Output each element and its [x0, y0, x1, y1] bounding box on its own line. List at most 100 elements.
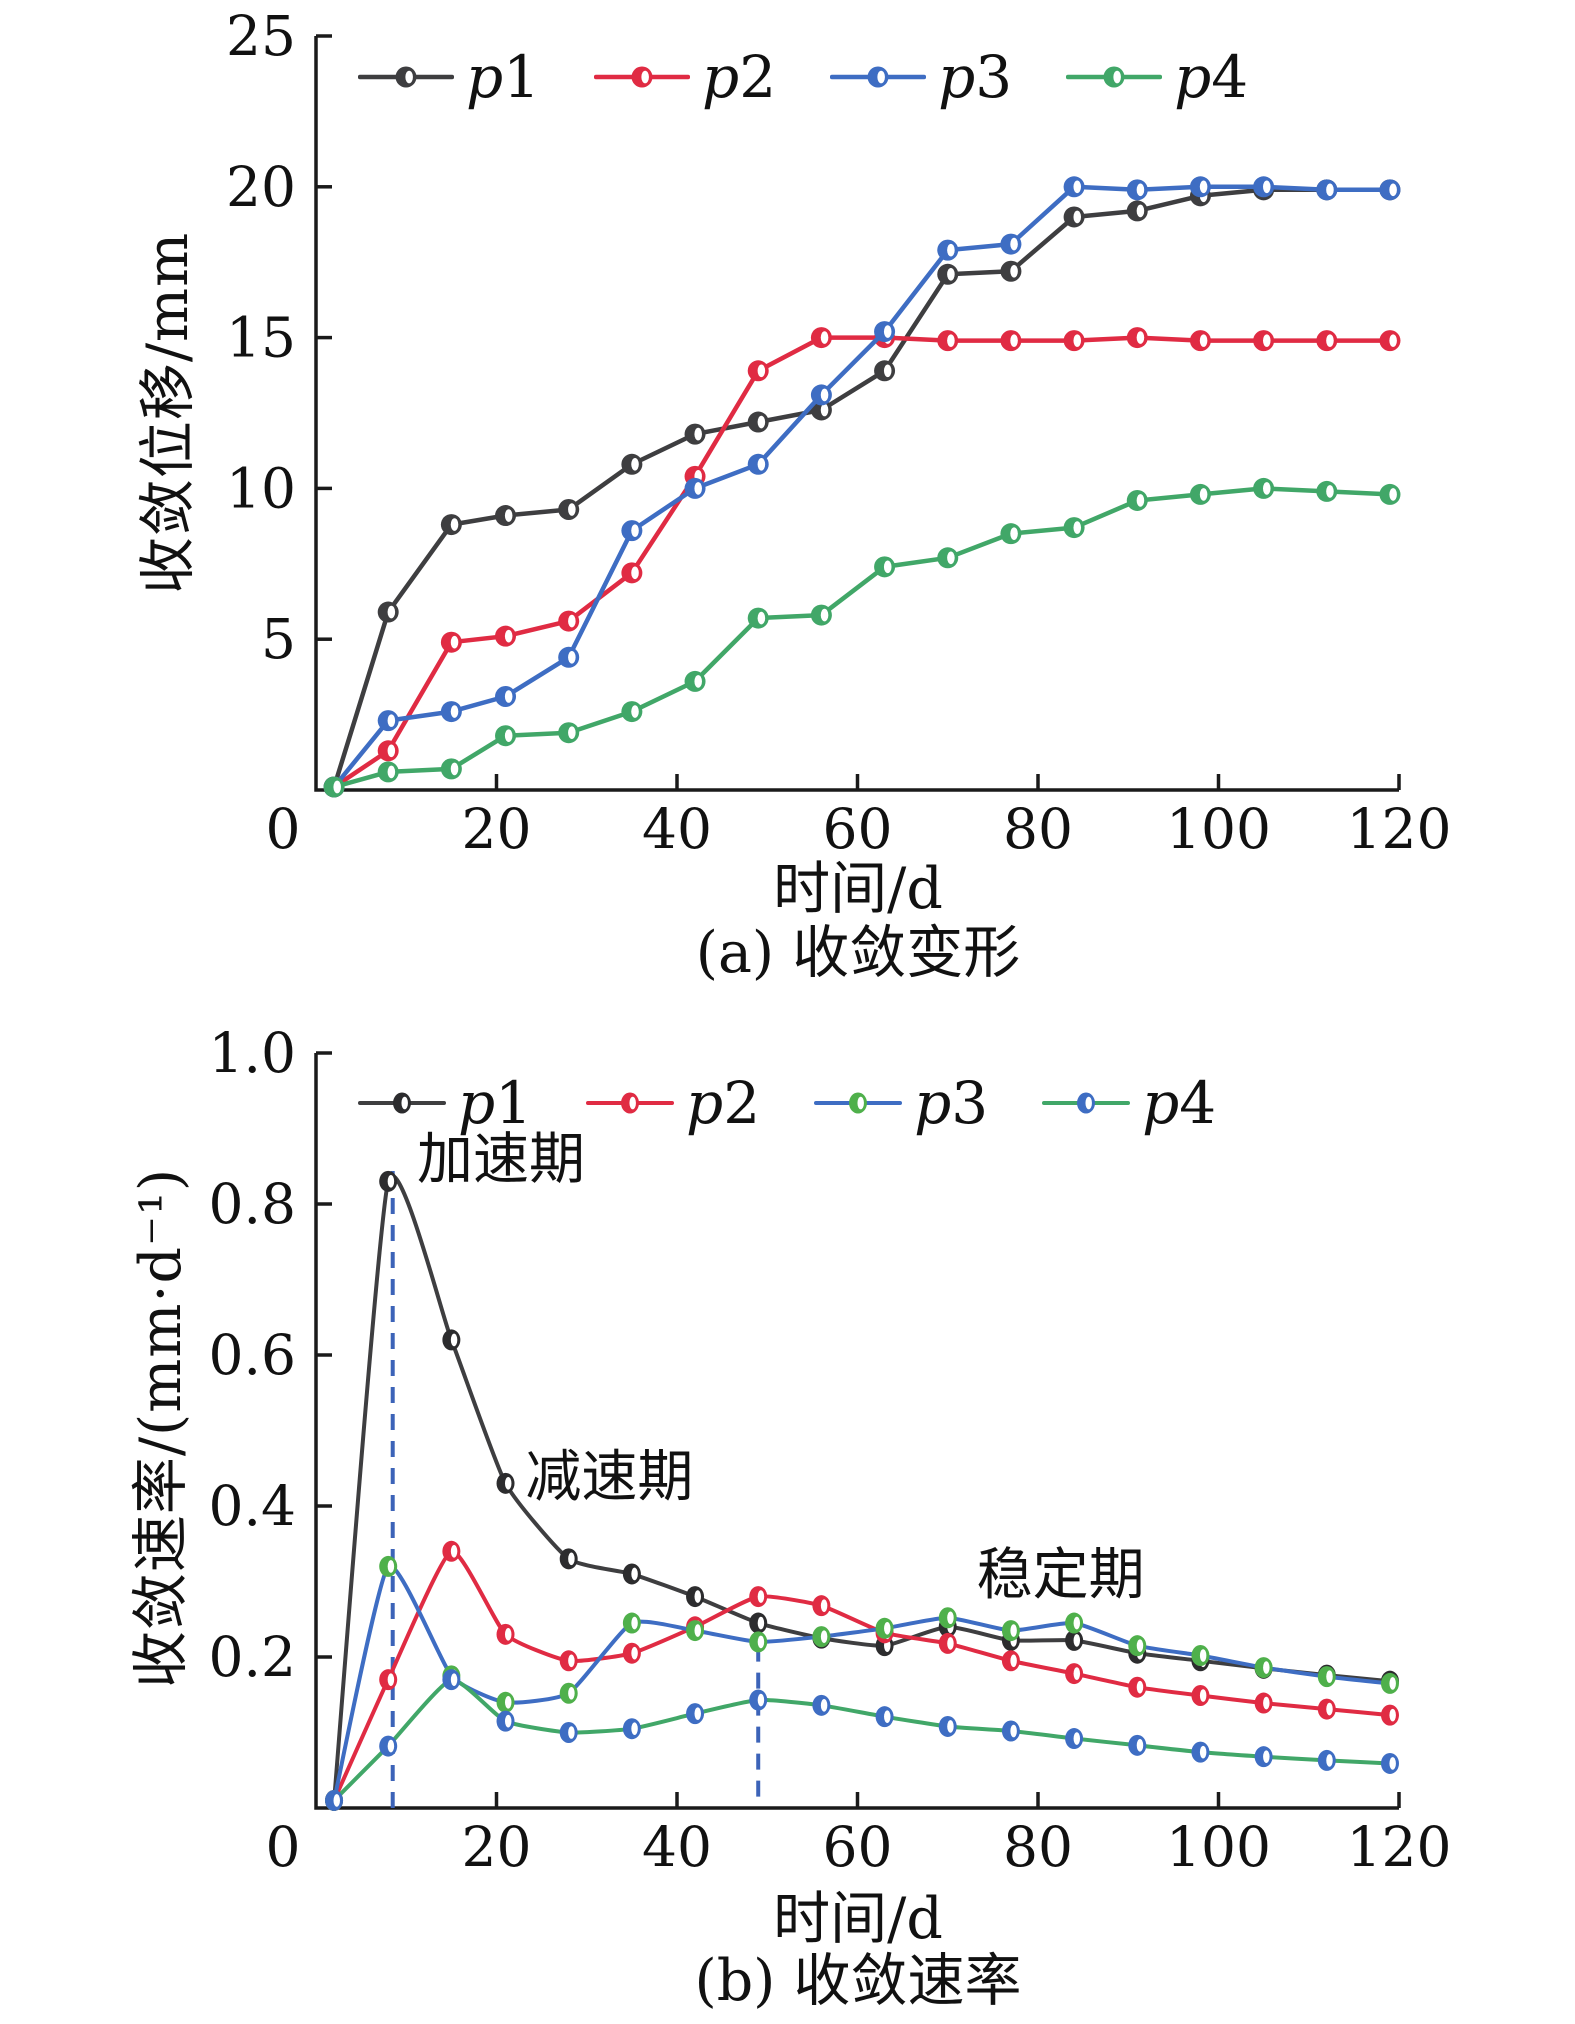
chart-a-series-p3-marker	[1000, 233, 1022, 255]
legend-label-a-p1: p1	[466, 43, 541, 111]
chart-b-series-p4-markers	[325, 1669, 1399, 1811]
legend-item-b-p4: p4	[1042, 1074, 1216, 1132]
chart-b-series-p4-marker	[875, 1706, 894, 1728]
chart-b-series-p3-marker	[686, 1620, 705, 1642]
chart-b-series-p1-marker	[686, 1586, 705, 1608]
chart-a-x-tick-label: 60	[823, 797, 893, 861]
chart-b-series-p3-marker	[1128, 1635, 1147, 1657]
chart-b-series-p1-marker	[622, 1563, 641, 1585]
chart-a-series-p4-marker	[874, 556, 896, 578]
chart-a-series-p2-marker	[1379, 330, 1401, 352]
chart-b-series-p4-marker	[749, 1689, 768, 1711]
chart-a-series-p1-marker	[1000, 260, 1022, 282]
chart-b-x-axis-label: 时间/d	[773, 1886, 943, 1952]
chart-b-x-tick-label: 80	[1003, 1815, 1073, 1879]
chart-a-y-tick-label: 5	[261, 607, 296, 671]
chart-b-series-p4-marker	[496, 1710, 515, 1732]
chart-b-series-p3-marker	[1380, 1672, 1399, 1694]
chart-b-legend: p1 p2 p3 p4	[358, 1074, 1216, 1132]
chart-b-series-p2-marker	[749, 1586, 768, 1608]
chart-a-x-tick-label: 120	[1347, 797, 1452, 861]
chart-a-x-tick-label: 80	[1003, 797, 1073, 861]
chart-a-series-p4-marker	[440, 758, 462, 780]
chart-b-series-p3-marker	[559, 1682, 578, 1704]
chart-b-series-p2-marker	[1191, 1685, 1210, 1707]
chart-a-series-p1-markers	[323, 179, 1401, 798]
chart-b-series-p3-markers	[325, 1555, 1399, 1811]
legend-marker-glyph	[867, 66, 889, 88]
chart-a-series-p4-marker	[684, 670, 706, 692]
chart-b-series-p2-marker	[938, 1632, 957, 1654]
chart-a-series-p4-marker	[810, 604, 832, 626]
chart-a-series-p4-marker	[1063, 517, 1085, 539]
chart-a-series-p3-marker	[810, 384, 832, 406]
chart-a-series-p2-marker	[440, 631, 462, 653]
chart-b-series-p2-marker	[1065, 1663, 1084, 1685]
chart-a-series-p1-marker	[558, 499, 580, 521]
chart-b-series-p2-line	[332, 1549, 1392, 1803]
chart-a-series-p1-marker	[937, 263, 959, 285]
chart-a-series-p4-marker	[1379, 483, 1401, 505]
legend-marker-a-p3-icon	[830, 66, 927, 88]
chart-a-series-p1-marker	[621, 453, 643, 475]
chart-a-series-p4-marker	[377, 761, 399, 783]
chart-a-series-p2-marker	[1000, 330, 1022, 352]
chart-a-series-p3-marker	[621, 520, 643, 542]
chart-b-x-tick-label: 120	[1347, 1815, 1452, 1879]
chart-b-series-p3-marker	[496, 1691, 515, 1713]
legend-item-a-p4: p4	[1066, 48, 1248, 106]
chart-b-y-tick-label: 1.0	[209, 1021, 296, 1085]
chart-b-x-tick-label: 100	[1166, 1815, 1271, 1879]
chart-a-series-p3-marker	[937, 239, 959, 261]
chart-a-y-axis-label: 收敛位移/mm	[135, 231, 201, 595]
chart-b-series-p1-marker	[1065, 1629, 1084, 1651]
chart-b-series-p1-marker	[379, 1170, 398, 1192]
chart-b-series-p4-marker	[1380, 1752, 1399, 1774]
chart-b-annotation-2: 稳定期	[977, 1543, 1145, 1608]
chart-a-series-p4-marker	[558, 722, 580, 744]
chart-a-series-p3-marker	[1063, 176, 1085, 198]
chart-a-series-p3-marker	[874, 321, 896, 343]
chart-a-series-p2-marker	[1316, 330, 1338, 352]
chart-a-series-p2-marker	[377, 740, 399, 762]
chart-a-series-p1-marker	[495, 505, 517, 527]
chart-b-series-p3-marker	[1254, 1657, 1273, 1679]
chart-a-series-p1-marker	[1063, 206, 1085, 228]
chart-b-series-p1-markers	[325, 1170, 1399, 1811]
chart-b-series-p2-marker	[1380, 1704, 1399, 1726]
chart-b-x-tick-label: 40	[642, 1815, 712, 1879]
chart-a-series-p2-markers	[323, 327, 1401, 798]
chart-b-series-p1-line	[332, 1174, 1392, 1803]
chart-b-series-p1-marker	[496, 1472, 515, 1494]
legend-marker-glyph	[631, 66, 653, 88]
chart-a-series-p2-marker	[1063, 330, 1085, 352]
chart-b-series-p2-marker	[1317, 1698, 1336, 1720]
legend-item-b-p1: p1	[358, 1074, 532, 1132]
legend-item-b-p3: p3	[814, 1074, 988, 1132]
chart-a-series-p1-marker	[377, 601, 399, 623]
chart-a-series-p1-marker	[1126, 200, 1148, 222]
chart-a-series-p4-marker	[323, 776, 345, 798]
chart-a-series-p1-marker	[440, 514, 462, 536]
chart-a-series-p2-marker	[810, 327, 832, 349]
legend-item-a-p1: p1	[358, 48, 540, 106]
chart-a-series-p4-marker	[495, 725, 517, 747]
chart-a-series-p4-marker	[1253, 477, 1275, 499]
legend-label-b-p3: p3	[914, 1069, 989, 1137]
chart-b-series-p4-marker	[1254, 1746, 1273, 1768]
legend-item-a-p3: p3	[830, 48, 1012, 106]
chart-a-legend: p1 p2 p3 p4	[358, 48, 1248, 106]
chart-a-series-p3-marker	[1379, 179, 1401, 201]
chart-a-series-p4-marker	[1316, 480, 1338, 502]
chart-a-series-p3-marker	[747, 453, 769, 475]
legend-marker-a-p4-icon	[1066, 66, 1163, 88]
legend-label-a-p4: p4	[1174, 43, 1249, 111]
legend-marker-a-p1-icon	[358, 66, 454, 88]
chart-a-y-tick-label: 20	[226, 155, 296, 219]
legend-marker-b-p2-icon	[586, 1092, 675, 1114]
chart-b-y-tick-label: 0.2	[209, 1625, 296, 1689]
chart-b-annotation-0: 加速期	[417, 1128, 585, 1193]
chart-b-series-p4-marker	[559, 1722, 578, 1743]
